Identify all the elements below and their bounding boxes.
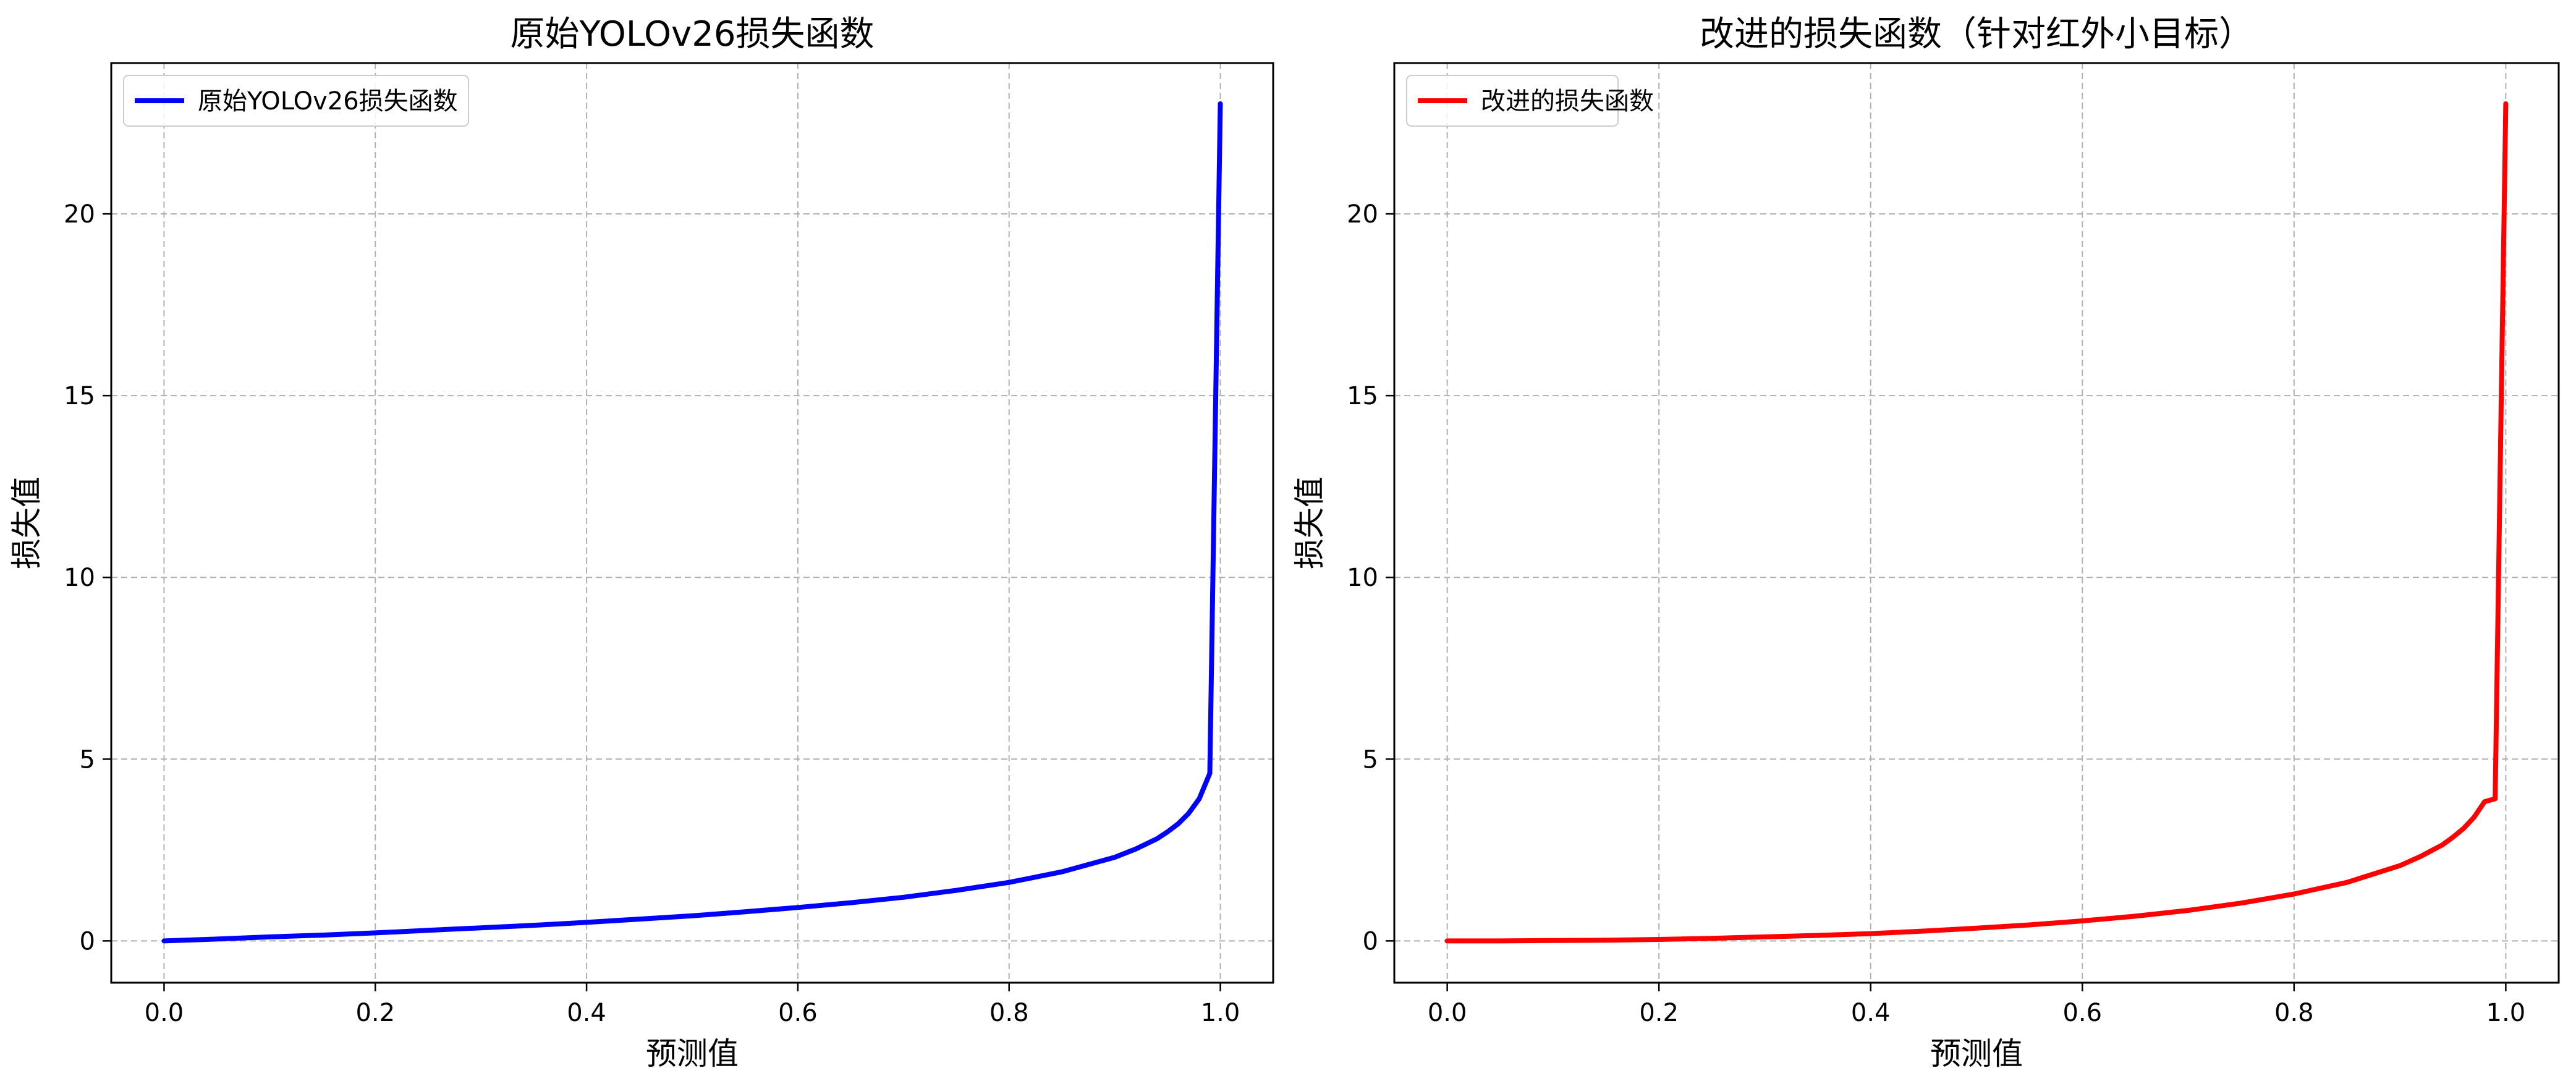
y-tick-label: 0 <box>1363 927 1378 956</box>
legend-box <box>123 75 469 127</box>
series-line <box>1444 101 2509 944</box>
x-tick-label: 1.0 <box>1201 999 1240 1027</box>
plot-frame <box>1393 62 2560 984</box>
chart-title: 原始YOLOv26损失函数 <box>511 14 875 54</box>
y-tick-label: 15 <box>64 382 95 410</box>
x-tick-label: 0.2 <box>1639 999 1679 1027</box>
x-tick-label: 0.6 <box>778 999 818 1027</box>
x-tick-label: 0.8 <box>2274 999 2314 1027</box>
y-tick-label: 0 <box>80 927 95 956</box>
y-tick-label: 20 <box>1347 200 1378 229</box>
x-tick-label: 0.2 <box>355 999 395 1027</box>
y-tick-label: 5 <box>1363 745 1378 774</box>
chart-panel-2: 0.0 0.2 0.4 0.6 0.8 1.0 0 5 10 15 20 改进的损失函数（针对红外小目… <box>1292 14 2560 1072</box>
legend-label: 改进的损失函数 <box>1481 87 1654 116</box>
x-axis-label: 预测值 <box>1930 1036 2023 1072</box>
y-tick-label: 5 <box>80 745 95 774</box>
x-tick-label: 0.8 <box>989 999 1029 1027</box>
chart-panel-1: 0.0 0.2 0.4 0.6 0.8 1.0 0 5 10 15 20 原始YOLOv26损失函数预… <box>9 14 1274 1072</box>
x-tick-label: 0.0 <box>1428 999 1467 1027</box>
y-axis-label: 损失值 <box>9 477 44 569</box>
legend: 原始YOLOv26损失函数 <box>123 75 469 127</box>
legend-box <box>1406 75 1619 127</box>
y-tick-label: 20 <box>64 200 95 229</box>
x-tick-label: 0.6 <box>2062 999 2102 1027</box>
y-tick-label: 10 <box>1347 564 1378 592</box>
legend: 改进的损失函数 <box>1406 75 1654 127</box>
x-axis-label: 预测值 <box>646 1036 739 1072</box>
y-axis-label: 损失值 <box>1292 477 1328 569</box>
x-tick-label: 0.4 <box>1851 999 1891 1027</box>
x-tick-label: 0.4 <box>567 999 606 1027</box>
y-tick-label: 10 <box>64 564 95 592</box>
series-line <box>161 101 1223 944</box>
legend-label: 原始YOLOv26损失函数 <box>198 87 458 116</box>
y-tick-label: 15 <box>1347 382 1378 410</box>
chart-title: 改进的损失函数（针对红外小目标） <box>1700 14 2253 54</box>
x-tick-label: 1.0 <box>2486 999 2526 1027</box>
x-tick-label: 0.0 <box>145 999 184 1027</box>
plot-frame <box>110 62 1274 984</box>
